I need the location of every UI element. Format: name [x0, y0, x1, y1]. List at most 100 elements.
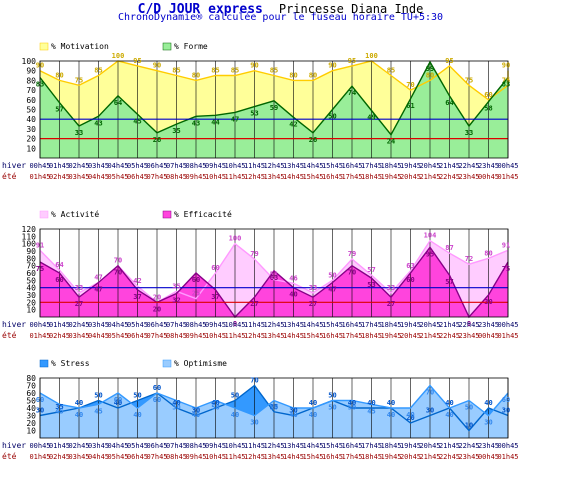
data-label: 40	[309, 411, 317, 419]
data-label: 95	[348, 57, 356, 65]
x-tick-ete: 19h45	[380, 453, 401, 461]
x-tick-ete: 01h45	[497, 332, 518, 340]
x-tick-hiver: 03h45	[88, 442, 109, 450]
x-tick-hiver: 19h45	[400, 321, 421, 329]
y-tick-label: 90	[26, 247, 36, 256]
data-label: 26	[153, 136, 161, 144]
x-tick-ete: 03h45	[68, 173, 89, 181]
x-tick-ete: 12h45	[244, 173, 265, 181]
x-tick-hiver: 21h45	[439, 162, 460, 170]
data-label: 30	[36, 407, 44, 415]
y-tick-label: 50	[26, 276, 36, 285]
data-label: 50	[348, 404, 356, 412]
x-tick-ete: 15h45	[302, 173, 323, 181]
x-tick-hiver: 21h45	[439, 442, 460, 450]
data-label: 35	[55, 403, 63, 411]
x-tick-ete: 10h45	[205, 332, 226, 340]
legend-label: % Optimisme	[174, 359, 227, 368]
x-tick-ete: 11h45	[224, 453, 245, 461]
series-line	[39, 246, 509, 319]
data-label: 0	[233, 320, 237, 328]
x-tick-ete: 11h45	[224, 332, 245, 340]
x-tick-hiver: 08h45	[185, 162, 206, 170]
data-label: 25	[192, 290, 200, 298]
x-tick-hiver: 08h45	[185, 442, 206, 450]
x-tick-ete: 14h45	[283, 332, 304, 340]
legend-label: % Efficacité	[174, 209, 232, 219]
data-label: 35	[270, 403, 278, 411]
data-label: 60	[192, 276, 200, 284]
y-tick-label: 30	[26, 412, 36, 421]
y-tick-label: 90	[26, 67, 36, 76]
y-tick-label: 100	[22, 240, 37, 249]
data-label: 70	[406, 81, 414, 89]
data-label: 37	[133, 293, 141, 301]
x-tick-hiver: 17h45	[361, 162, 382, 170]
x-tick-hiver: 04h45	[107, 321, 128, 329]
x-tick-ete: 17h45	[341, 453, 362, 461]
data-label: 40	[309, 399, 317, 407]
data-label: 90	[153, 62, 161, 70]
data-label: 70	[348, 269, 356, 277]
data-label: 35	[172, 282, 180, 290]
x-tick-hiver: 09h45	[205, 442, 226, 450]
legend-label: % Forme	[174, 42, 208, 51]
data-label: 40	[172, 399, 180, 407]
y-tick-label: 70	[26, 262, 36, 271]
data-label: 85	[172, 67, 180, 75]
x-tick-ete: 18h45	[361, 173, 382, 181]
data-label: 50	[231, 392, 239, 400]
x-tick-ete: 23h45	[458, 453, 479, 461]
x-tick-hiver: 10h45	[224, 162, 245, 170]
x-tick-hiver: 04h45	[107, 162, 128, 170]
x-tick-ete: 06h45	[127, 173, 148, 181]
x-tick-ete: 03h45	[68, 453, 89, 461]
x-tick-hiver: 05h45	[127, 321, 148, 329]
y-tick-label: 20	[26, 298, 36, 307]
data-label: 24	[387, 138, 395, 146]
x-tick-ete: 00h45	[478, 453, 499, 461]
data-label: 83	[502, 80, 510, 88]
x-tick-hiver: 17h45	[361, 442, 382, 450]
data-label: 75	[502, 265, 510, 273]
data-label: 32	[172, 297, 180, 305]
x-tick-hiver: 06h45	[146, 442, 167, 450]
legend-swatch	[39, 359, 49, 368]
x-tick-hiver: 00h45	[29, 162, 50, 170]
header: C/D JOUR express Princesse Diana Inde Ch…	[0, 0, 561, 28]
chart-activite-efficacite: % Activité% Efficacité102030405060708090…	[2, 209, 519, 340]
x-tick-hiver: 16h45	[341, 321, 362, 329]
x-tick-ete: 20h45	[400, 453, 421, 461]
data-label: 53	[367, 281, 375, 289]
data-label: 50	[133, 392, 141, 400]
data-label: 100	[112, 52, 125, 60]
data-label: 26	[309, 136, 317, 144]
data-label: 27	[309, 300, 317, 308]
x-tick-ete: 02h45	[49, 173, 70, 181]
x-tick-ete: 08h45	[166, 173, 187, 181]
x-tick-ete: 22h45	[439, 453, 460, 461]
data-label: 79	[250, 250, 258, 258]
x-tick-hiver: 14h45	[302, 162, 323, 170]
data-label: 50	[465, 404, 473, 412]
x-tick-ete: 06h45	[127, 453, 148, 461]
data-label: 27	[387, 300, 395, 308]
y-tick-label: 30	[26, 291, 36, 300]
y-tick-label: 70	[26, 86, 36, 95]
y-tick-label: 40	[26, 284, 36, 293]
x-tick-ete: 20h45	[400, 173, 421, 181]
x-tick-hiver: 16h45	[341, 442, 362, 450]
data-label: 30	[426, 407, 434, 415]
x-tick-ete: 15h45	[302, 453, 323, 461]
x-tick-ete: 21h45	[419, 173, 440, 181]
x-tick-ete: 05h45	[107, 453, 128, 461]
x-tick-hiver: 06h45	[146, 162, 167, 170]
data-label: 60	[153, 396, 161, 404]
x-tick-ete: 07h45	[146, 173, 167, 181]
y-tick-label: 10	[26, 427, 36, 436]
y-tick-label: 80	[26, 254, 36, 263]
legend-swatch	[162, 210, 172, 219]
data-label: 40	[75, 399, 83, 407]
y-tick-label: 60	[26, 389, 36, 398]
x-tick-hiver: 11h45	[244, 442, 265, 450]
